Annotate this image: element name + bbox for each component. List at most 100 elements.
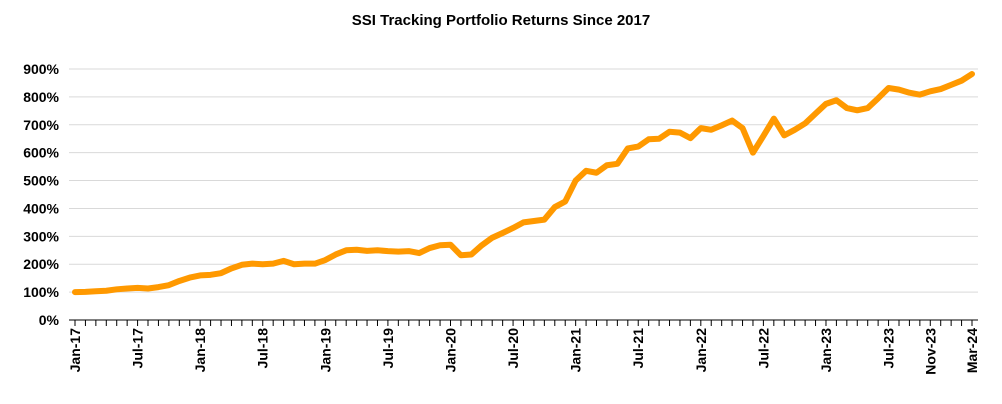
x-tick-label: Jul-23 xyxy=(881,328,897,369)
x-tick-label: Jan-20 xyxy=(442,328,458,373)
data-point xyxy=(563,199,567,203)
data-point xyxy=(574,179,578,183)
y-tick-label: 400% xyxy=(23,200,59,216)
data-point xyxy=(699,126,703,130)
data-point xyxy=(918,93,922,97)
data-point xyxy=(522,220,526,224)
data-point xyxy=(855,108,859,112)
x-tick-label: Jan-19 xyxy=(317,328,333,373)
data-point xyxy=(553,205,557,209)
data-point xyxy=(271,262,275,266)
data-point xyxy=(386,249,390,253)
data-point xyxy=(897,88,901,92)
data-point xyxy=(876,96,880,100)
data-point xyxy=(605,163,609,167)
data-point xyxy=(94,289,98,293)
y-tick-label: 700% xyxy=(23,117,59,133)
data-point xyxy=(219,271,223,275)
data-point xyxy=(751,151,755,155)
data-point xyxy=(595,171,599,175)
data-point xyxy=(480,243,484,247)
data-point xyxy=(761,134,765,138)
x-tick-label: Jul-17 xyxy=(130,328,146,369)
data-point xyxy=(532,219,536,223)
data-point xyxy=(501,231,505,235)
data-point xyxy=(939,87,943,91)
data-point xyxy=(887,86,891,90)
data-point xyxy=(292,262,296,266)
data-point xyxy=(709,128,713,132)
data-point xyxy=(177,279,181,283)
data-point xyxy=(824,102,828,106)
data-point xyxy=(344,248,348,252)
data-point xyxy=(741,126,745,130)
y-tick-label: 500% xyxy=(23,173,59,189)
data-point xyxy=(313,262,317,266)
x-tick-label: Jul-19 xyxy=(380,328,396,369)
y-tick-label: 900% xyxy=(23,61,59,77)
data-point xyxy=(167,283,171,287)
series-line-ssi-tracking-portfolio xyxy=(72,71,975,296)
data-point xyxy=(83,290,87,294)
data-point xyxy=(668,130,672,134)
y-tick-label: 200% xyxy=(23,256,59,272)
data-point xyxy=(375,248,379,252)
data-point xyxy=(678,131,682,135)
x-tick-label: Jan-17 xyxy=(67,328,83,373)
data-point xyxy=(209,273,213,277)
data-point xyxy=(334,252,338,256)
data-point xyxy=(136,286,140,290)
data-point xyxy=(542,218,546,222)
y-tick-label: 600% xyxy=(23,145,59,161)
data-point xyxy=(803,121,807,125)
y-tick-label: 100% xyxy=(23,284,59,300)
data-point xyxy=(104,289,108,293)
x-tick-label: Jan-18 xyxy=(192,328,208,373)
data-point xyxy=(834,98,838,102)
data-point xyxy=(636,145,640,149)
x-tick-label: Jan-21 xyxy=(568,328,584,373)
axes xyxy=(69,319,978,326)
data-point xyxy=(459,253,463,257)
series-layer xyxy=(72,71,975,296)
x-tick-label: Jan-22 xyxy=(693,328,709,373)
data-point xyxy=(407,249,411,253)
data-point xyxy=(469,252,473,256)
x-tick-label: Mar-24 xyxy=(964,328,980,373)
gridlines xyxy=(69,68,978,293)
data-point xyxy=(365,249,369,253)
data-point xyxy=(355,248,359,252)
y-tick-label: 300% xyxy=(23,228,59,244)
x-tick-label: Jan-23 xyxy=(818,328,834,373)
data-point xyxy=(928,89,932,93)
data-point xyxy=(115,287,119,291)
data-point xyxy=(146,286,150,290)
data-point xyxy=(782,133,786,137)
data-point xyxy=(229,266,233,270)
x-tick-label: Jul-20 xyxy=(505,328,521,369)
x-tick-labels: Jan-17 Jul-17 Jan-18 Jul-18 Jan-19 Jul-19 Jan-… xyxy=(67,328,980,375)
data-point xyxy=(302,262,306,266)
data-point xyxy=(323,258,327,262)
data-point xyxy=(438,243,442,247)
data-point xyxy=(73,290,77,294)
data-point xyxy=(730,119,734,123)
data-point xyxy=(772,117,776,121)
data-point xyxy=(647,137,651,141)
data-point xyxy=(125,286,129,290)
data-point xyxy=(240,263,244,267)
data-point xyxy=(198,273,202,277)
data-point xyxy=(949,83,953,87)
chart-title: SSI Tracking Portfolio Returns Since 201… xyxy=(351,12,651,29)
data-point xyxy=(417,251,421,255)
data-point xyxy=(448,243,452,247)
x-tick-label: Jul-18 xyxy=(255,328,271,369)
x-tick-label: Jul-21 xyxy=(630,328,646,369)
data-point xyxy=(907,91,911,95)
data-point xyxy=(428,246,432,250)
data-point xyxy=(970,72,974,76)
y-tick-label: 800% xyxy=(23,89,59,105)
data-point xyxy=(261,262,265,266)
data-point xyxy=(156,285,160,289)
